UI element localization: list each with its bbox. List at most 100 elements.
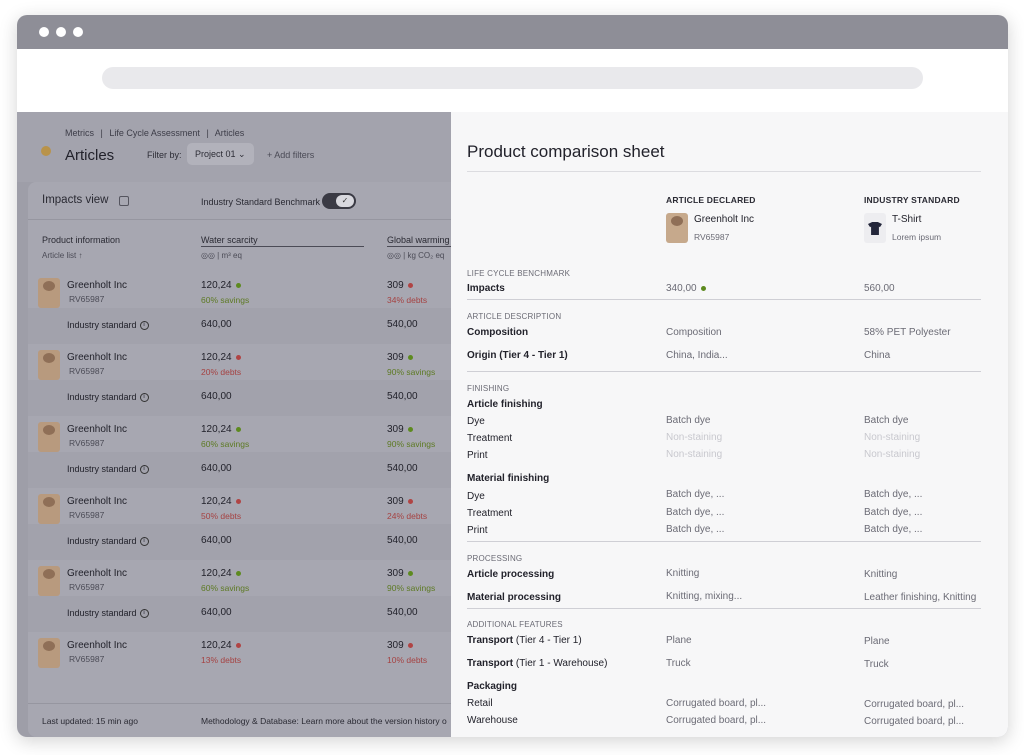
mf-dye-standard: Batch dye, ...: [864, 489, 923, 500]
table-row[interactable]: Greenholt Inc RV65987 120,24 50% debts 309 24…: [28, 488, 451, 560]
packaging-label: Packaging: [467, 681, 518, 692]
unit-icons: ◎◎ |: [387, 251, 408, 260]
table-row[interactable]: Greenholt Inc RV65987 120,24 13% debts 309 10…: [28, 632, 451, 704]
origin-standard: China: [864, 350, 891, 361]
address-bar[interactable]: [102, 67, 923, 89]
water-delta: 60% savings: [201, 295, 250, 305]
table-row[interactable]: Greenholt Inc RV65987 120,24 60% savings 309…: [28, 560, 451, 632]
product-rows: Greenholt Inc RV65987 120,24 60% savings 309…: [28, 272, 451, 704]
af-print-label: Print: [467, 450, 488, 461]
product-thumbnail: [38, 422, 60, 452]
calendar-icon[interactable]: [119, 196, 129, 206]
global-warming-value-text: 309: [387, 280, 404, 291]
product-name[interactable]: Greenholt Inc: [67, 568, 128, 579]
product-name[interactable]: Greenholt Inc: [67, 352, 128, 363]
mf-dye-declared: Batch dye, ...: [666, 489, 725, 500]
table-row[interactable]: Greenholt Inc RV65987 120,24 60% savings 309…: [28, 272, 451, 344]
article-list-sort[interactable]: Article list ↑: [42, 251, 83, 260]
breadcrumb-metrics[interactable]: Metrics: [65, 128, 94, 138]
water-header-underline: [201, 246, 364, 247]
global-warming-value-text: 309: [387, 640, 404, 651]
methodology-note: Methodology & Database: Learn more about…: [201, 716, 447, 726]
product-thumbnail: [38, 566, 60, 596]
transport-1-tier: (Tier 4 - Tier 1): [515, 635, 582, 646]
composition-label: Composition: [467, 327, 529, 338]
material-processing-label: Material processing: [467, 592, 561, 603]
industry-standard-label: Industry standard i: [67, 464, 149, 475]
table-row[interactable]: Greenholt Inc RV65987 120,24 20% debts 309 90…: [28, 344, 451, 416]
add-filters-button[interactable]: + Add filters: [267, 150, 315, 160]
water-unit: ◎◎ | m³ eq: [201, 251, 242, 260]
industry-standard-band: [28, 380, 451, 416]
product-name[interactable]: Greenholt Inc: [67, 280, 128, 291]
window-minimize-dot[interactable]: [56, 27, 66, 37]
industry-standard-text: Industry standard: [67, 536, 137, 546]
warehouse-declared: Corrugated board, pl...: [666, 715, 767, 726]
product-name[interactable]: Greenholt Inc: [67, 640, 128, 651]
info-icon[interactable]: i: [139, 537, 149, 547]
global-warming-header[interactable]: Global warming: [387, 235, 450, 245]
water-value: 120,24: [201, 496, 241, 507]
info-icon[interactable]: i: [139, 393, 149, 403]
transport-2-label: Transport (Tier 1 - Warehouse): [467, 658, 607, 669]
divider: [467, 541, 981, 542]
project-filter-value: Project 01: [195, 149, 236, 159]
page-title: Articles: [65, 147, 115, 164]
water-value-text: 120,24: [201, 424, 232, 435]
impacts-table-card: Impacts view Industry Standard Benchmark…: [28, 182, 451, 737]
product-name[interactable]: Greenholt Inc: [67, 496, 128, 507]
product-code: RV65987: [69, 654, 105, 664]
impacts-standard: 560,00: [864, 283, 895, 294]
methodology-label: Methodology & Database:: [201, 716, 299, 726]
section-finishing: FINISHING: [467, 384, 510, 393]
industry-standard-label: Industry standard i: [67, 320, 149, 331]
table-row[interactable]: Greenholt Inc RV65987 120,24 60% savings 309…: [28, 416, 451, 488]
info-icon[interactable]: i: [139, 321, 149, 331]
section-additional-features: ADDITIONAL FEATURES: [467, 620, 563, 629]
water-scarcity-header[interactable]: Water scarcity: [201, 235, 258, 245]
breadcrumb-separator: |: [100, 128, 103, 138]
window-close-dot[interactable]: [39, 27, 49, 37]
warehouse-label: Warehouse: [467, 715, 518, 726]
window-maximize-dot[interactable]: [73, 27, 83, 37]
status-dot: [407, 354, 413, 360]
global-warming-value: 309: [387, 352, 413, 363]
status-dot: [235, 426, 241, 432]
benchmark-toggle[interactable]: ✓: [322, 193, 356, 209]
version-history-link[interactable]: Learn more about the version history o: [301, 716, 447, 726]
mf-treatment-label: Treatment: [467, 508, 513, 519]
std-global-warming-value: 540,00: [387, 535, 418, 546]
industry-standard-text: Industry standard: [67, 464, 137, 474]
water-delta: 60% savings: [201, 583, 250, 593]
info-icon[interactable]: i: [139, 609, 149, 619]
origin-label: Origin (Tier 4 - Tier 1): [467, 350, 568, 361]
filter-label: Filter by:: [147, 150, 182, 160]
project-filter-select[interactable]: Project 01 ⌄: [187, 143, 254, 165]
global-warming-value-text: 309: [387, 568, 404, 579]
industry-standard-header: INDUSTRY STANDARD: [864, 195, 960, 205]
industry-standard-label: Industry standard i: [67, 608, 149, 619]
product-name[interactable]: Greenholt Inc: [67, 424, 128, 435]
page-header: Metrics | Life Cycle Assessment | Articl…: [17, 112, 451, 182]
water-delta: 60% savings: [201, 439, 250, 449]
retail-standard: Corrugated board, pl...: [864, 699, 965, 710]
article-declared-header: ARTICLE DECLARED: [666, 195, 756, 205]
breadcrumb-articles[interactable]: Articles: [214, 128, 245, 138]
status-dot: [235, 570, 241, 576]
status-dot: [407, 642, 413, 648]
material-processing-standard: Leather finishing, Knitting: [864, 592, 977, 603]
title-bar: [17, 15, 1008, 49]
industry-standard-label: Industry standard i: [67, 392, 149, 403]
water-delta: 20% debts: [201, 367, 242, 377]
breadcrumb-lca[interactable]: Life Cycle Assessment: [109, 128, 200, 138]
transport-1-declared: Plane: [666, 635, 692, 646]
water-value-text: 120,24: [201, 568, 232, 579]
industry-standard-label: Industry standard i: [67, 536, 149, 547]
info-icon[interactable]: i: [139, 465, 149, 475]
std-water-value: 640,00: [201, 607, 232, 618]
water-value: 120,24: [201, 568, 241, 579]
product-code: RV65987: [69, 582, 105, 592]
global-warming-value: 309: [387, 568, 413, 579]
breadcrumb-separator: |: [206, 128, 209, 138]
std-global-warming-value: 540,00: [387, 319, 418, 330]
